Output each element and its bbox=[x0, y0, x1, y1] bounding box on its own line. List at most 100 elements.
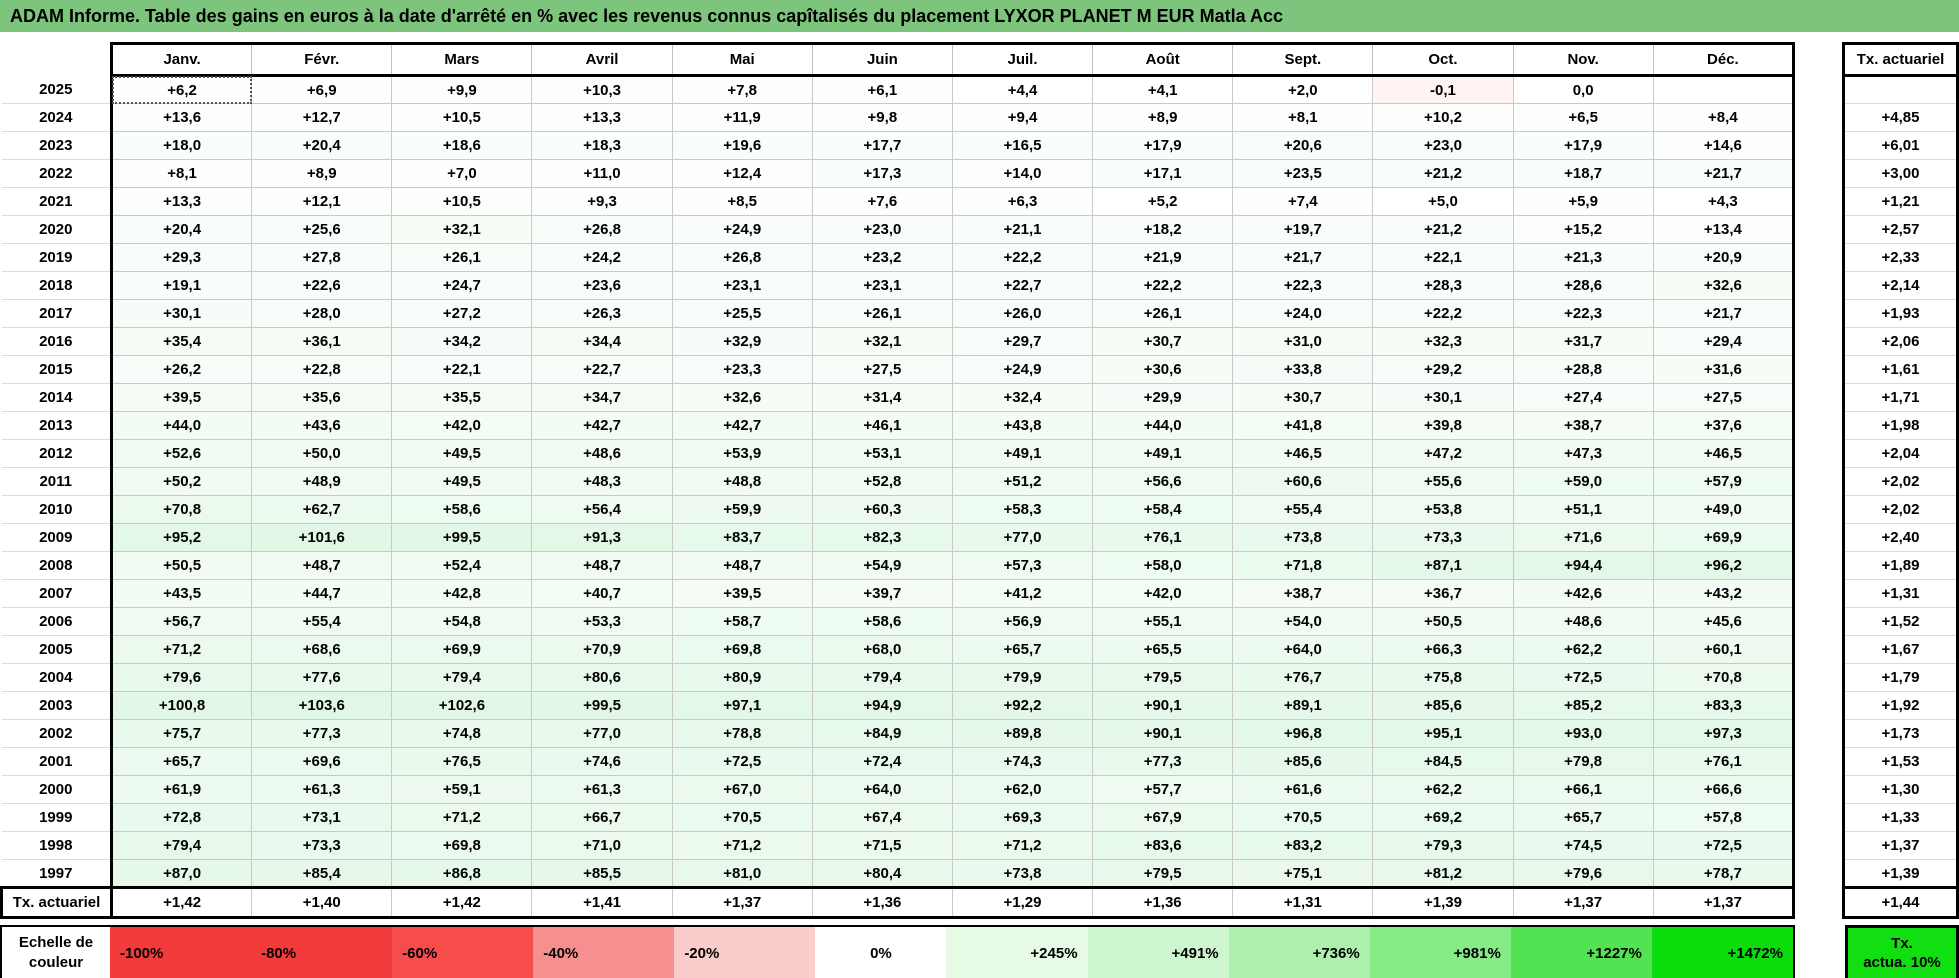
gain-cell[interactable]: +42,8 bbox=[391, 579, 533, 608]
year-label[interactable]: 1999 bbox=[1, 803, 112, 832]
gain-cell[interactable]: +102,6 bbox=[391, 691, 533, 720]
gain-cell[interactable]: +81,0 bbox=[671, 859, 813, 889]
gain-cell[interactable]: +35,6 bbox=[251, 383, 393, 412]
gain-cell[interactable]: +17,1 bbox=[1092, 159, 1234, 188]
gain-cell[interactable]: +31,7 bbox=[1512, 327, 1654, 356]
tx-actuariel-cell[interactable]: +1,67 bbox=[1842, 635, 1959, 664]
gain-cell[interactable]: +52,8 bbox=[811, 467, 953, 496]
year-label[interactable]: 2012 bbox=[1, 439, 112, 468]
tx-actuariel-cell[interactable]: +1,39 bbox=[1842, 859, 1959, 889]
gain-cell[interactable]: +26,1 bbox=[811, 299, 953, 328]
gain-cell[interactable]: +32,9 bbox=[671, 327, 813, 356]
gain-cell[interactable]: +26,1 bbox=[391, 243, 533, 272]
gain-cell[interactable]: +32,1 bbox=[811, 327, 953, 356]
gain-cell[interactable]: +51,2 bbox=[951, 467, 1094, 496]
tx-total-cell[interactable]: +1,44 bbox=[1842, 886, 1959, 919]
gain-cell[interactable]: +48,7 bbox=[671, 551, 813, 580]
gain-cell[interactable]: +66,1 bbox=[1512, 775, 1654, 804]
year-label[interactable]: 2016 bbox=[1, 327, 112, 356]
gain-cell[interactable]: +48,8 bbox=[671, 467, 813, 496]
gain-cell[interactable]: +74,3 bbox=[951, 747, 1094, 776]
month-header[interactable]: Sept. bbox=[1232, 42, 1374, 77]
year-label[interactable]: 2002 bbox=[1, 719, 112, 748]
gain-cell[interactable]: +18,2 bbox=[1092, 215, 1234, 244]
tx-actuariel-cell[interactable]: +2,04 bbox=[1842, 439, 1959, 468]
gain-cell[interactable]: +42,7 bbox=[671, 411, 813, 440]
gain-cell[interactable]: +62,2 bbox=[1512, 635, 1654, 664]
month-header[interactable]: Août bbox=[1092, 42, 1234, 77]
gain-cell[interactable]: +18,6 bbox=[391, 131, 533, 160]
gain-cell[interactable]: +13,6 bbox=[109, 103, 253, 132]
gain-cell[interactable]: +5,9 bbox=[1512, 187, 1654, 216]
gain-cell[interactable]: +80,6 bbox=[531, 663, 673, 692]
gain-cell[interactable]: +93,0 bbox=[1512, 719, 1654, 748]
gain-cell[interactable]: +49,5 bbox=[391, 439, 533, 468]
gain-cell[interactable]: +23,1 bbox=[671, 271, 813, 300]
gain-cell[interactable]: +21,1 bbox=[951, 215, 1094, 244]
gain-cell[interactable]: +80,9 bbox=[671, 663, 813, 692]
gain-cell[interactable]: +32,6 bbox=[671, 383, 813, 412]
gain-cell[interactable]: +52,6 bbox=[109, 439, 253, 468]
tx-actuariel-cell[interactable]: +1,98 bbox=[1842, 411, 1959, 440]
gain-cell[interactable]: +79,5 bbox=[1092, 859, 1234, 889]
gain-cell[interactable]: +57,3 bbox=[951, 551, 1094, 580]
gain-cell[interactable]: +55,4 bbox=[251, 607, 393, 636]
gain-cell[interactable]: +73,8 bbox=[1232, 523, 1374, 552]
gain-cell[interactable]: +55,1 bbox=[1092, 607, 1234, 636]
year-label[interactable]: 2007 bbox=[1, 579, 112, 608]
gain-cell[interactable]: +77,6 bbox=[251, 663, 393, 692]
gain-cell[interactable]: +9,4 bbox=[951, 103, 1094, 132]
gain-cell[interactable]: +82,3 bbox=[811, 523, 953, 552]
gain-cell[interactable]: +58,6 bbox=[811, 607, 953, 636]
gain-cell[interactable]: +21,7 bbox=[1232, 243, 1374, 272]
month-header[interactable]: Juil. bbox=[951, 42, 1094, 77]
gain-cell[interactable]: +26,8 bbox=[531, 215, 673, 244]
gain-cell[interactable]: +48,7 bbox=[251, 551, 393, 580]
tx-actuariel-cell[interactable]: +4,85 bbox=[1842, 103, 1959, 132]
gain-cell[interactable]: +94,9 bbox=[811, 691, 953, 720]
gain-cell[interactable]: +13,3 bbox=[531, 103, 673, 132]
gain-cell[interactable]: +67,4 bbox=[811, 803, 953, 832]
gain-cell[interactable]: +70,8 bbox=[1652, 663, 1796, 692]
gain-cell[interactable]: +64,0 bbox=[811, 775, 953, 804]
gain-cell[interactable]: +83,6 bbox=[1092, 831, 1234, 860]
gain-cell[interactable]: +21,7 bbox=[1652, 159, 1796, 188]
gain-cell[interactable]: +66,7 bbox=[531, 803, 673, 832]
gain-cell[interactable]: +27,2 bbox=[391, 299, 533, 328]
gain-cell[interactable]: +48,3 bbox=[531, 467, 673, 496]
gain-cell[interactable]: +76,5 bbox=[391, 747, 533, 776]
gain-cell[interactable]: +75,7 bbox=[109, 719, 253, 748]
gain-cell[interactable]: +62,2 bbox=[1372, 775, 1514, 804]
year-label[interactable]: 1998 bbox=[1, 831, 112, 860]
tx-actuariel-cell[interactable]: +2,02 bbox=[1842, 467, 1959, 496]
year-label[interactable]: 2014 bbox=[1, 383, 112, 412]
gain-cell[interactable]: +71,5 bbox=[811, 831, 953, 860]
gain-cell[interactable]: +10,3 bbox=[531, 75, 673, 104]
gain-cell[interactable]: +85,5 bbox=[531, 859, 673, 889]
gain-cell[interactable]: +23,3 bbox=[671, 355, 813, 384]
gain-cell[interactable]: +26,2 bbox=[109, 355, 253, 384]
tx-actuariel-cell[interactable] bbox=[1842, 75, 1959, 104]
year-label[interactable]: 2005 bbox=[1, 635, 112, 664]
gain-cell[interactable]: +54,8 bbox=[391, 607, 533, 636]
gain-cell[interactable]: +68,0 bbox=[811, 635, 953, 664]
gain-cell[interactable]: +53,3 bbox=[531, 607, 673, 636]
gain-cell[interactable]: +22,3 bbox=[1512, 299, 1654, 328]
gain-cell[interactable]: +7,8 bbox=[671, 75, 813, 104]
gain-cell[interactable]: +8,9 bbox=[251, 159, 393, 188]
gain-cell[interactable]: +10,2 bbox=[1372, 103, 1514, 132]
gain-cell[interactable]: +57,7 bbox=[1092, 775, 1234, 804]
gain-cell[interactable]: +73,3 bbox=[251, 831, 393, 860]
gain-cell[interactable]: +64,0 bbox=[1232, 635, 1374, 664]
gain-cell[interactable]: +86,8 bbox=[391, 859, 533, 889]
tx-actuariel-cell[interactable]: +2,14 bbox=[1842, 271, 1959, 300]
gain-cell[interactable]: +67,0 bbox=[671, 775, 813, 804]
gain-cell[interactable]: +22,6 bbox=[251, 271, 393, 300]
gain-cell[interactable]: +18,0 bbox=[109, 131, 253, 160]
tx-actuariel-cell[interactable]: +2,33 bbox=[1842, 243, 1959, 272]
tx-actuariel-cell[interactable]: +1,33 bbox=[1842, 803, 1959, 832]
gain-cell[interactable]: +28,8 bbox=[1512, 355, 1654, 384]
gain-cell[interactable]: +41,8 bbox=[1232, 411, 1374, 440]
gain-cell[interactable]: +40,7 bbox=[531, 579, 673, 608]
gain-cell[interactable]: +30,1 bbox=[109, 299, 253, 328]
